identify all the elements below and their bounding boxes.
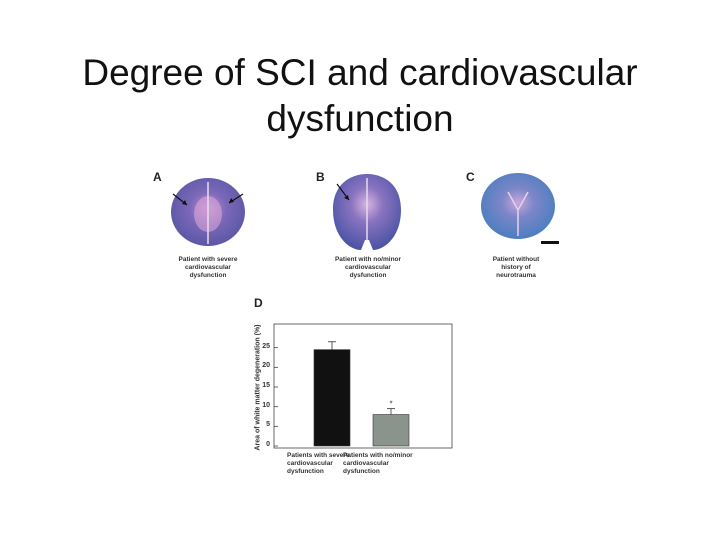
y-tick-label: 0 xyxy=(266,441,270,448)
bar xyxy=(372,414,410,447)
title-line-2: dysfunction xyxy=(266,98,454,139)
panel-a-caption: Patient with severe cardiovascular dysfu… xyxy=(178,256,238,279)
y-tick-label: 20 xyxy=(262,362,270,370)
panel-b-caption: Patient with no/minor cardiovascular dys… xyxy=(334,256,402,279)
slide-title: Degree of SCI and cardiovascular dysfunc… xyxy=(0,50,720,142)
bar-chart: * xyxy=(273,323,453,449)
spinal-section-a-image xyxy=(171,178,245,246)
y-tick-label: 15 xyxy=(262,382,270,389)
spinal-section-c-image xyxy=(481,173,555,239)
y-tick-label: 10 xyxy=(262,401,270,409)
scale-bar xyxy=(541,241,559,244)
y-tick-label: 25 xyxy=(262,342,270,350)
panel-b-letter: B xyxy=(316,170,325,184)
bar xyxy=(313,349,351,447)
panel-a-letter: A xyxy=(153,170,162,184)
spinal-section-b-image xyxy=(333,174,401,250)
title-line-1: Degree of SCI and cardiovascular xyxy=(82,52,638,93)
panel-c-letter: C xyxy=(466,170,475,184)
x-category-label: Patients with severe cardiovascular dysf… xyxy=(287,452,350,475)
chart-frame xyxy=(273,323,453,449)
y-tick-label: 5 xyxy=(266,421,270,429)
significance-marker: * xyxy=(389,400,392,409)
x-category-label: Patients with no/minor cardiovascular dy… xyxy=(343,452,413,475)
panel-c-caption: Patient without history of neurotrauma xyxy=(492,256,540,279)
panel-d-letter: D xyxy=(254,296,263,310)
